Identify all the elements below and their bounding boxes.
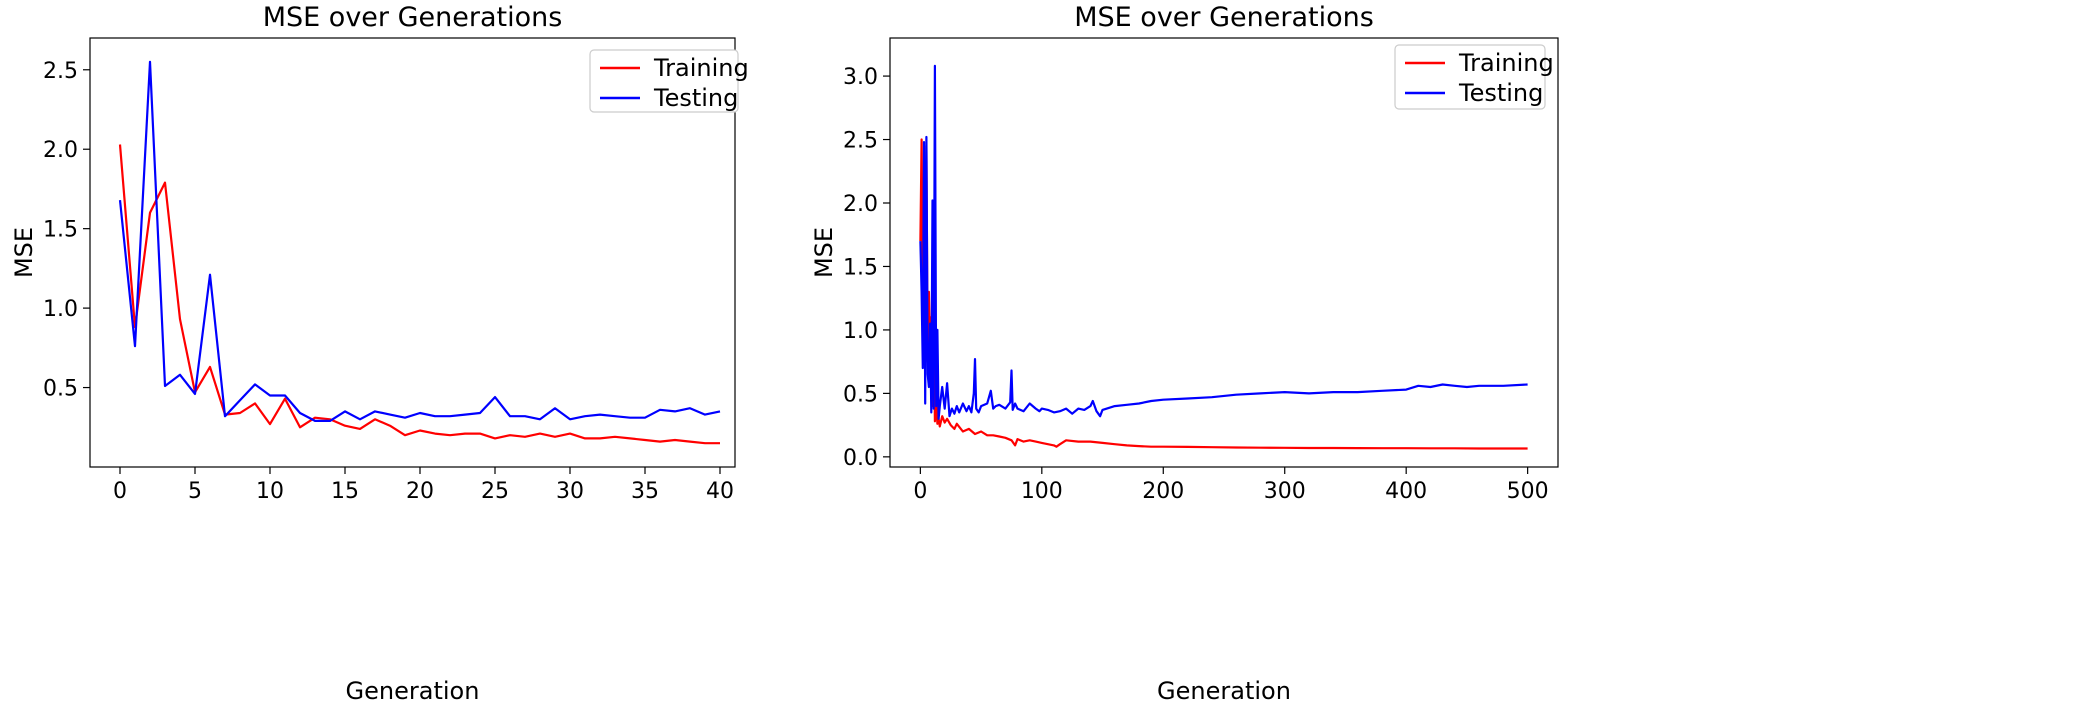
y-tick-label: 2.0	[843, 192, 878, 217]
x-tick-label: 10	[256, 479, 284, 504]
x-tick-label: 400	[1385, 479, 1427, 504]
y-tick-label: 2.5	[843, 129, 878, 154]
x-tick-label: 0	[113, 479, 127, 504]
legend-label-testing: Testing	[653, 84, 738, 112]
x-tick-label: 300	[1264, 479, 1306, 504]
x-tick-label: 5	[188, 479, 202, 504]
series-line-training	[118, 144, 720, 445]
plot-frame	[889, 37, 1559, 468]
x-tick-label: 200	[1142, 479, 1184, 504]
series-line-testing	[919, 64, 1528, 420]
y-axis-label: MSE	[810, 227, 838, 278]
x-tick-label: 100	[1021, 479, 1063, 504]
legend-label-training: Training	[1458, 49, 1554, 77]
legend-box	[589, 49, 739, 113]
y-tick-label: 3.0	[843, 65, 878, 90]
x-tick-label: 40	[706, 479, 734, 504]
x-axis-label: Generation	[1157, 677, 1291, 703]
chart-title: MSE over Generations	[263, 2, 563, 33]
chart-2: MSE over Generations 0 100 200 300 400 500 0.0 0…	[810, 2, 1559, 703]
legend-label-training: Training	[653, 54, 749, 82]
x-tick-label: 500	[1507, 479, 1549, 504]
x-tick-label: 25	[481, 479, 509, 504]
y-tick-label: 2.5	[43, 59, 78, 84]
y-tick-label: 0.5	[43, 377, 78, 402]
series-line-testing	[118, 60, 721, 422]
x-tick-label: 20	[406, 479, 434, 504]
y-tick-label: 1.5	[843, 255, 878, 280]
y-tick-label: 1.0	[43, 297, 78, 322]
y-tick-label: 1.5	[43, 218, 78, 243]
y-tick-label: 1.0	[843, 319, 878, 344]
x-axis-label: Generation	[346, 677, 480, 703]
y-axis-label: MSE	[10, 227, 38, 278]
x-tick-label: 15	[331, 479, 359, 504]
chart-1: MSE over Generations 0 5 10 15 20 25 30 35 40 0.5 1…	[10, 2, 749, 703]
plot-frame	[89, 37, 736, 468]
y-tick-label: 0.5	[843, 382, 878, 407]
y-tick-label: 0.0	[843, 446, 878, 471]
x-tick-label: 30	[556, 479, 584, 504]
chart-title: MSE over Generations	[1074, 2, 1374, 33]
legend-label-testing: Testing	[1458, 79, 1543, 107]
x-tick-label: 0	[913, 479, 927, 504]
x-tick-label: 35	[631, 479, 659, 504]
y-tick-label: 2.0	[43, 138, 78, 163]
